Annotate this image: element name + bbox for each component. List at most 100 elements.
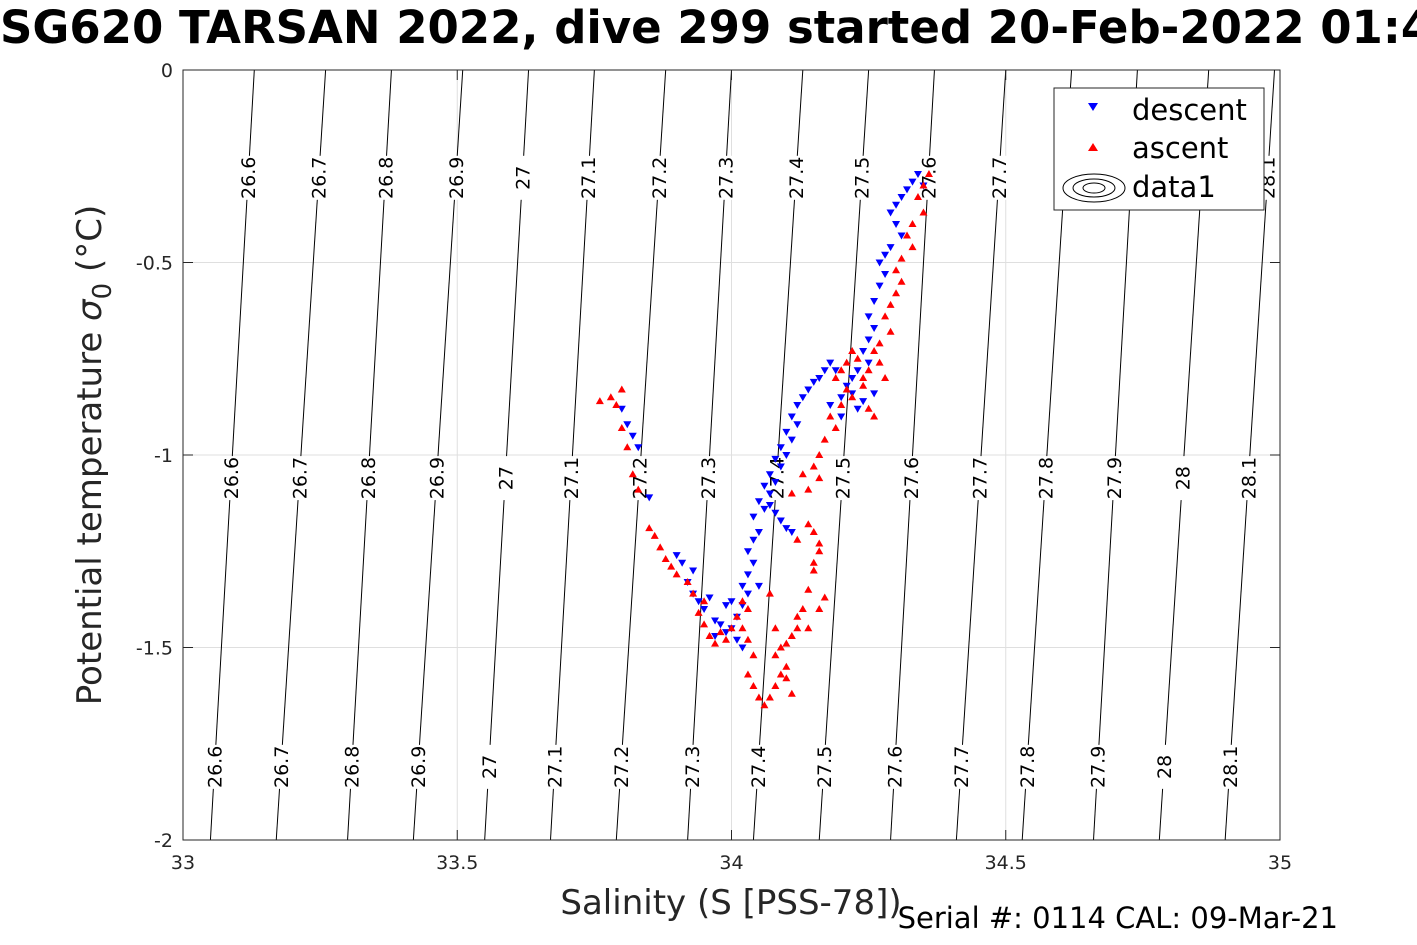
density-contour-label: 27.8 xyxy=(1035,457,1057,499)
ascent-point xyxy=(694,608,703,616)
density-contour-label: 26.8 xyxy=(358,457,380,499)
descent-point xyxy=(848,375,857,382)
descent-point xyxy=(732,636,741,644)
ascent-point xyxy=(913,193,922,201)
density-contour-label-bg xyxy=(1103,456,1126,501)
ascent-point xyxy=(897,277,906,285)
descent-point xyxy=(771,455,780,463)
density-contour-label-bg xyxy=(812,744,835,789)
ascent-point xyxy=(754,693,763,701)
ascent-point xyxy=(727,624,736,632)
descent-point xyxy=(672,552,681,560)
legend-box xyxy=(1053,87,1265,211)
ascent-point xyxy=(771,651,780,659)
density-contour-label: 26.9 xyxy=(446,157,468,199)
descent-point xyxy=(727,598,736,606)
ascent-point xyxy=(804,585,813,593)
descent-point xyxy=(870,324,879,332)
descent-point xyxy=(793,401,802,409)
ascent-point xyxy=(667,562,676,570)
ascent-point xyxy=(634,485,643,493)
density-contour-label-bg xyxy=(831,456,854,501)
descent-point xyxy=(913,170,922,178)
ascent-point xyxy=(782,674,791,682)
ascent-point xyxy=(776,643,785,651)
ascent-point xyxy=(804,624,813,632)
density-contours: 26.6 26.6 26.6 26.7 26.7 26.7 26.8 26.8 26.8 26.9… xyxy=(203,69,1280,841)
ascent-point xyxy=(875,358,884,366)
density-contour-label-bg xyxy=(784,155,807,200)
descent-point xyxy=(749,513,758,521)
descent-point xyxy=(859,348,868,356)
ascent-point xyxy=(815,547,824,555)
y-tick-label: 0 xyxy=(161,60,173,82)
ascent-point xyxy=(798,470,807,478)
y-axis-title: Potential temperature σ0 (°C) xyxy=(70,205,118,705)
density-contour-label-bg xyxy=(680,744,703,789)
ascent-point xyxy=(722,635,731,643)
density-contour-label-bg xyxy=(747,744,770,789)
x-axis-label: Salinity (S [PSS-78]) xyxy=(560,883,901,923)
ascent-point xyxy=(859,374,868,381)
density-contour-label: 28.1 xyxy=(1238,457,1260,499)
descent-point xyxy=(787,413,796,421)
descent-point xyxy=(754,582,763,590)
density-contour-label-bg xyxy=(1034,456,1057,501)
ascent-point xyxy=(809,558,818,566)
ascent-point xyxy=(870,412,879,420)
descent-point xyxy=(870,298,879,305)
descent-point xyxy=(892,201,901,209)
descent-point xyxy=(776,444,785,452)
ascent-point xyxy=(793,535,802,543)
descent-point xyxy=(798,394,807,402)
legend-descent-label: descent xyxy=(1132,93,1247,127)
ascent-point xyxy=(815,605,824,612)
density-contour-label-bg xyxy=(610,744,633,789)
ascent-point xyxy=(689,589,698,597)
ascent-point xyxy=(732,612,741,620)
descent-point xyxy=(743,548,752,556)
y-tick-label: -1.5 xyxy=(136,638,173,660)
density-contour-label: 26.8 xyxy=(375,157,397,199)
density-contour-label-bg xyxy=(577,155,600,200)
ascent-point xyxy=(749,682,758,689)
density-contour-label: 26.6 xyxy=(205,746,227,788)
density-contour-label: 26.9 xyxy=(427,457,449,499)
legend-contour-marker xyxy=(1062,173,1126,203)
density-contour-label: 26.6 xyxy=(238,157,260,199)
ascent-point xyxy=(831,374,840,381)
density-contour-label-bg xyxy=(237,155,260,200)
density-contour-label-bg xyxy=(1171,456,1194,501)
descent-point xyxy=(645,494,654,502)
descent-point xyxy=(864,359,873,367)
density-contour-label-bg xyxy=(494,456,517,501)
descent-point xyxy=(634,444,643,452)
descent-point xyxy=(864,313,873,321)
density-contour-label-bg xyxy=(425,456,448,501)
ascent-point xyxy=(683,578,692,586)
density-contour-label-bg xyxy=(950,744,973,789)
ascent-point xyxy=(809,528,818,535)
legend-ascent-marker xyxy=(1088,143,1098,151)
descent-point xyxy=(623,421,632,429)
ascent-point xyxy=(705,631,714,639)
descent-point xyxy=(760,482,769,490)
legend: descent ascent data1 xyxy=(1053,87,1265,211)
ascent-point xyxy=(650,531,659,539)
density-contour-label-bg xyxy=(1153,744,1176,789)
density-contour-label: 27 xyxy=(512,166,534,190)
ascent-point xyxy=(881,374,890,381)
descent-point xyxy=(743,571,752,579)
density-contour-label-bg xyxy=(697,456,720,501)
descent-point xyxy=(886,209,895,217)
density-contour-label: 27.1 xyxy=(578,157,600,199)
density-contour-label: 27.8 xyxy=(1017,746,1039,788)
ascent-point xyxy=(743,605,752,612)
ascent-point xyxy=(738,597,747,605)
density-contour-label: 27.5 xyxy=(814,746,836,788)
density-contour-label: 26.7 xyxy=(309,157,331,199)
ascent-point xyxy=(804,485,813,493)
descent-point xyxy=(859,398,868,406)
descent-point xyxy=(738,582,747,590)
descent-point xyxy=(678,559,687,567)
